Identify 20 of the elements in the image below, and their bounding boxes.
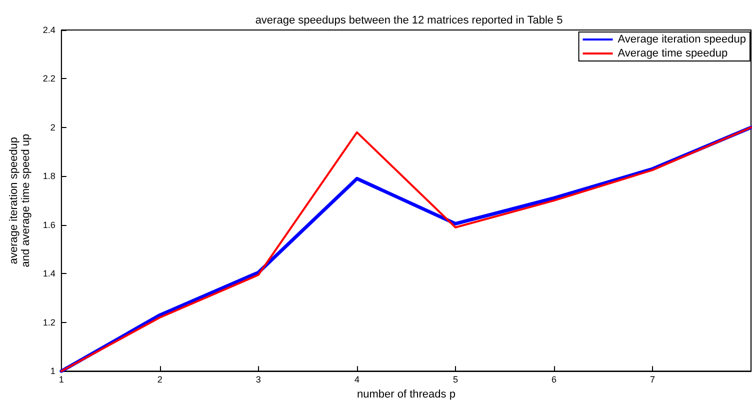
y-tick-label: 1.2 [42,317,56,328]
x-tick-label: 2 [157,374,162,385]
y-tick-label: 2.4 [42,25,56,35]
y-tick-label: 1.4 [42,268,56,279]
y-tick-label: 2 [50,122,56,132]
x-tick-label: 7 [650,374,655,385]
x-tick-label: 1 [58,374,64,385]
x-tick-label: 5 [452,374,458,385]
x-tick-label: 6 [551,374,556,385]
y-tick-label: 1 [50,366,56,376]
chart-title: average speedups between the 12 matrices reported in Table 5 [255,14,563,26]
x-tick-label: 3 [256,374,261,385]
legend-label: Average time speedup [618,48,728,60]
y-tick-label: 2.2 [42,74,56,84]
y-tick-label: 1.8 [42,171,56,182]
y-axis-title: average iteration speedup and average time speed up [8,134,32,268]
x-tick-label: 4 [354,374,360,385]
y-tick-label: 1.6 [42,220,56,230]
x-axis-title: number of threads p [356,388,456,400]
legend-label: Average iteration speedup [618,34,746,46]
